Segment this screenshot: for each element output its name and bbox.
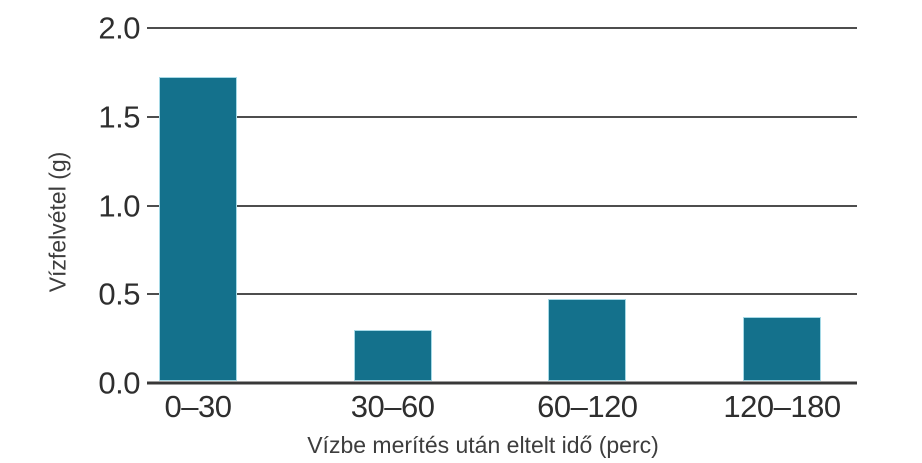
x-axis-title: Vízbe merítés után eltelt idő (perc): [307, 432, 659, 458]
gridline: [147, 293, 857, 296]
x-tick-label: 30–60: [350, 389, 435, 424]
x-tick-label: 0–30: [164, 389, 232, 424]
y-tick-label: 0.0: [98, 365, 140, 401]
bar: [159, 77, 237, 381]
y-tick-label: 1.5: [98, 99, 140, 135]
x-tick-label: 60–120: [537, 389, 638, 424]
plot-area: [147, 27, 857, 385]
y-tick-label: 0.5: [98, 276, 140, 312]
y-tick-label: 1.0: [98, 188, 140, 223]
x-axis-line: [147, 381, 857, 385]
gridline: [147, 115, 857, 118]
gridline: [147, 27, 857, 29]
bar: [548, 299, 627, 381]
x-tick-labels: 0–30 30–60 60–120 120–180: [147, 391, 857, 425]
bar: [353, 329, 432, 381]
gridline: [147, 204, 857, 207]
bar: [743, 317, 821, 381]
y-tick-label: 2.0: [98, 10, 140, 46]
x-tick-label: 120–180: [723, 389, 841, 424]
y-tick-labels: 0.0 0.5 1.0 1.5 2.0: [0, 13, 140, 399]
